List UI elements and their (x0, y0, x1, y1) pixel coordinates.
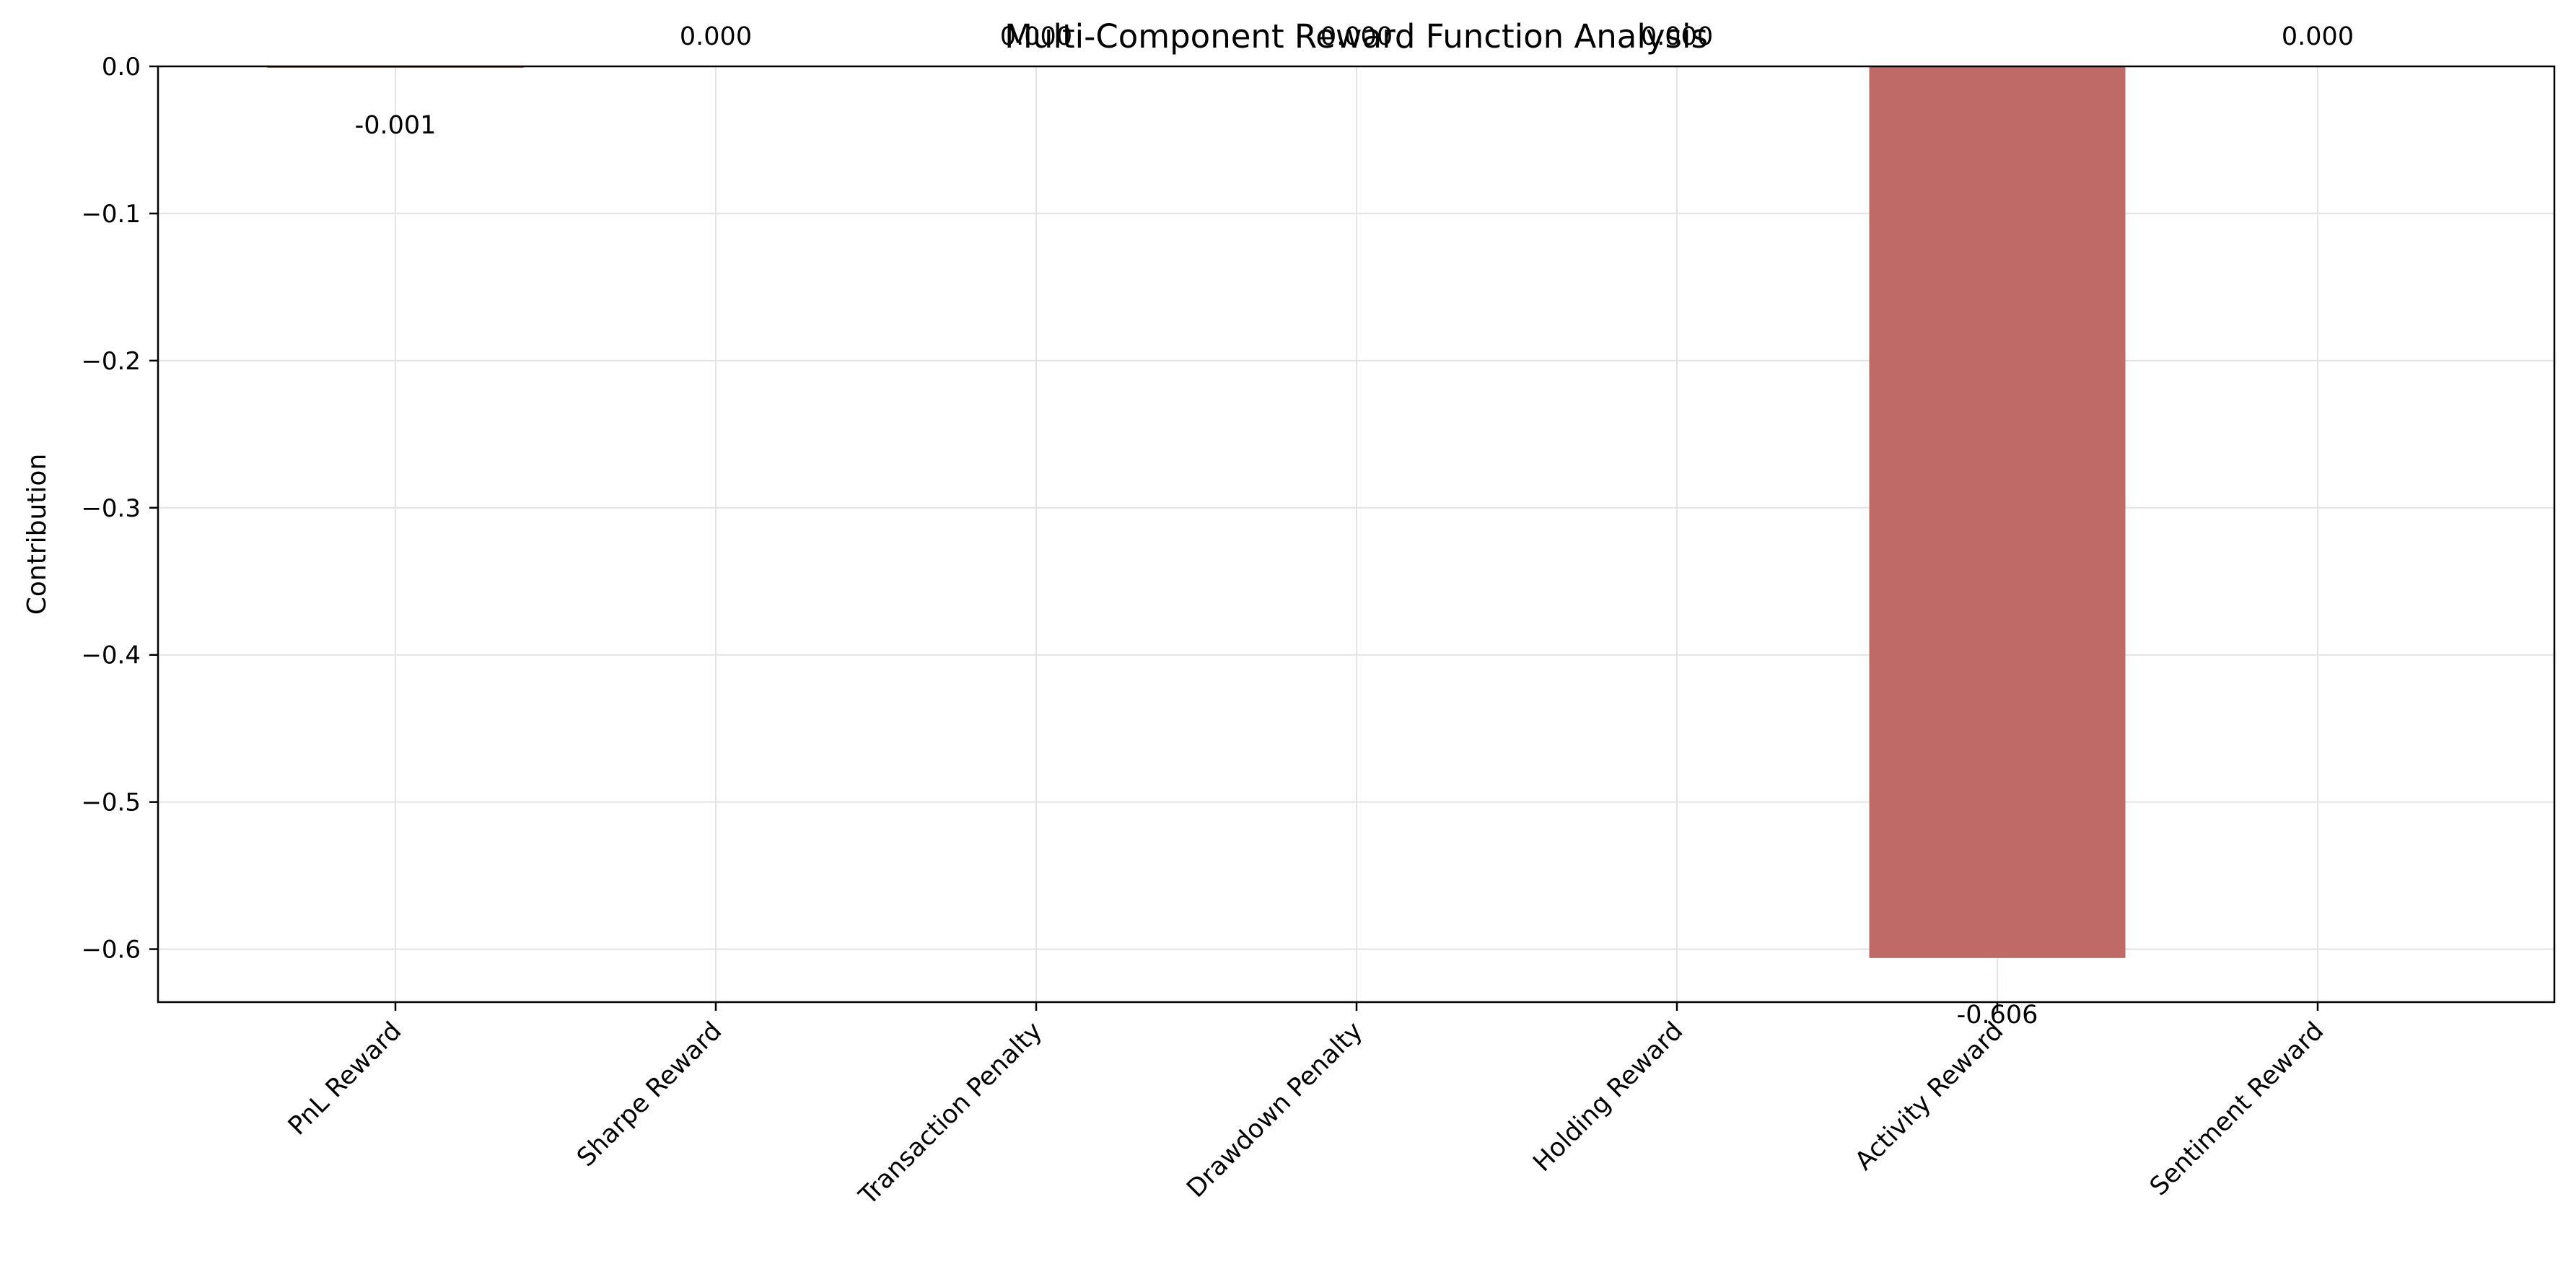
x-tick-label: PnL Reward (283, 1017, 407, 1141)
bar (1869, 66, 2126, 958)
data-label: -0.606 (1957, 1001, 2038, 1030)
y-tick-label: −0.2 (81, 347, 141, 376)
x-tick-label: Holding Reward (1528, 1017, 1688, 1177)
x-tick-label: Sentiment Reward (2145, 1017, 2329, 1201)
y-tick-label: 0.0 (102, 53, 141, 82)
x-tick-label: Sharpe Reward (571, 1017, 727, 1172)
y-tick-label: −0.5 (81, 789, 141, 817)
y-tick-label: −0.4 (81, 641, 141, 670)
data-label: -0.001 (355, 111, 437, 140)
grid (158, 66, 2554, 1002)
data-label: 0.000 (1000, 22, 1072, 51)
bars (267, 66, 2126, 958)
y-axis-label: Contribution (22, 454, 52, 615)
chart-title: Multi-Component Reward Function Analysis (1004, 17, 1708, 56)
y-tick-label: −0.6 (81, 936, 141, 965)
data-label: 0.000 (680, 22, 752, 51)
data-label: 0.000 (1320, 22, 1393, 51)
x-tick-label: Activity Reward (1849, 1017, 2009, 1176)
x-tick-label: Drawdown Penalty (1181, 1017, 1368, 1203)
data-labels: -0.001 0.000 0.000 0.000 0.000 -0.606 0.000 (355, 22, 2354, 1030)
y-tick-label: −0.3 (81, 494, 141, 523)
x-tick-label: Transaction Penalty (854, 1017, 1048, 1211)
y-tick-label: −0.1 (81, 200, 141, 229)
data-label: 0.000 (2282, 22, 2354, 51)
data-label: 0.000 (1641, 22, 1713, 51)
